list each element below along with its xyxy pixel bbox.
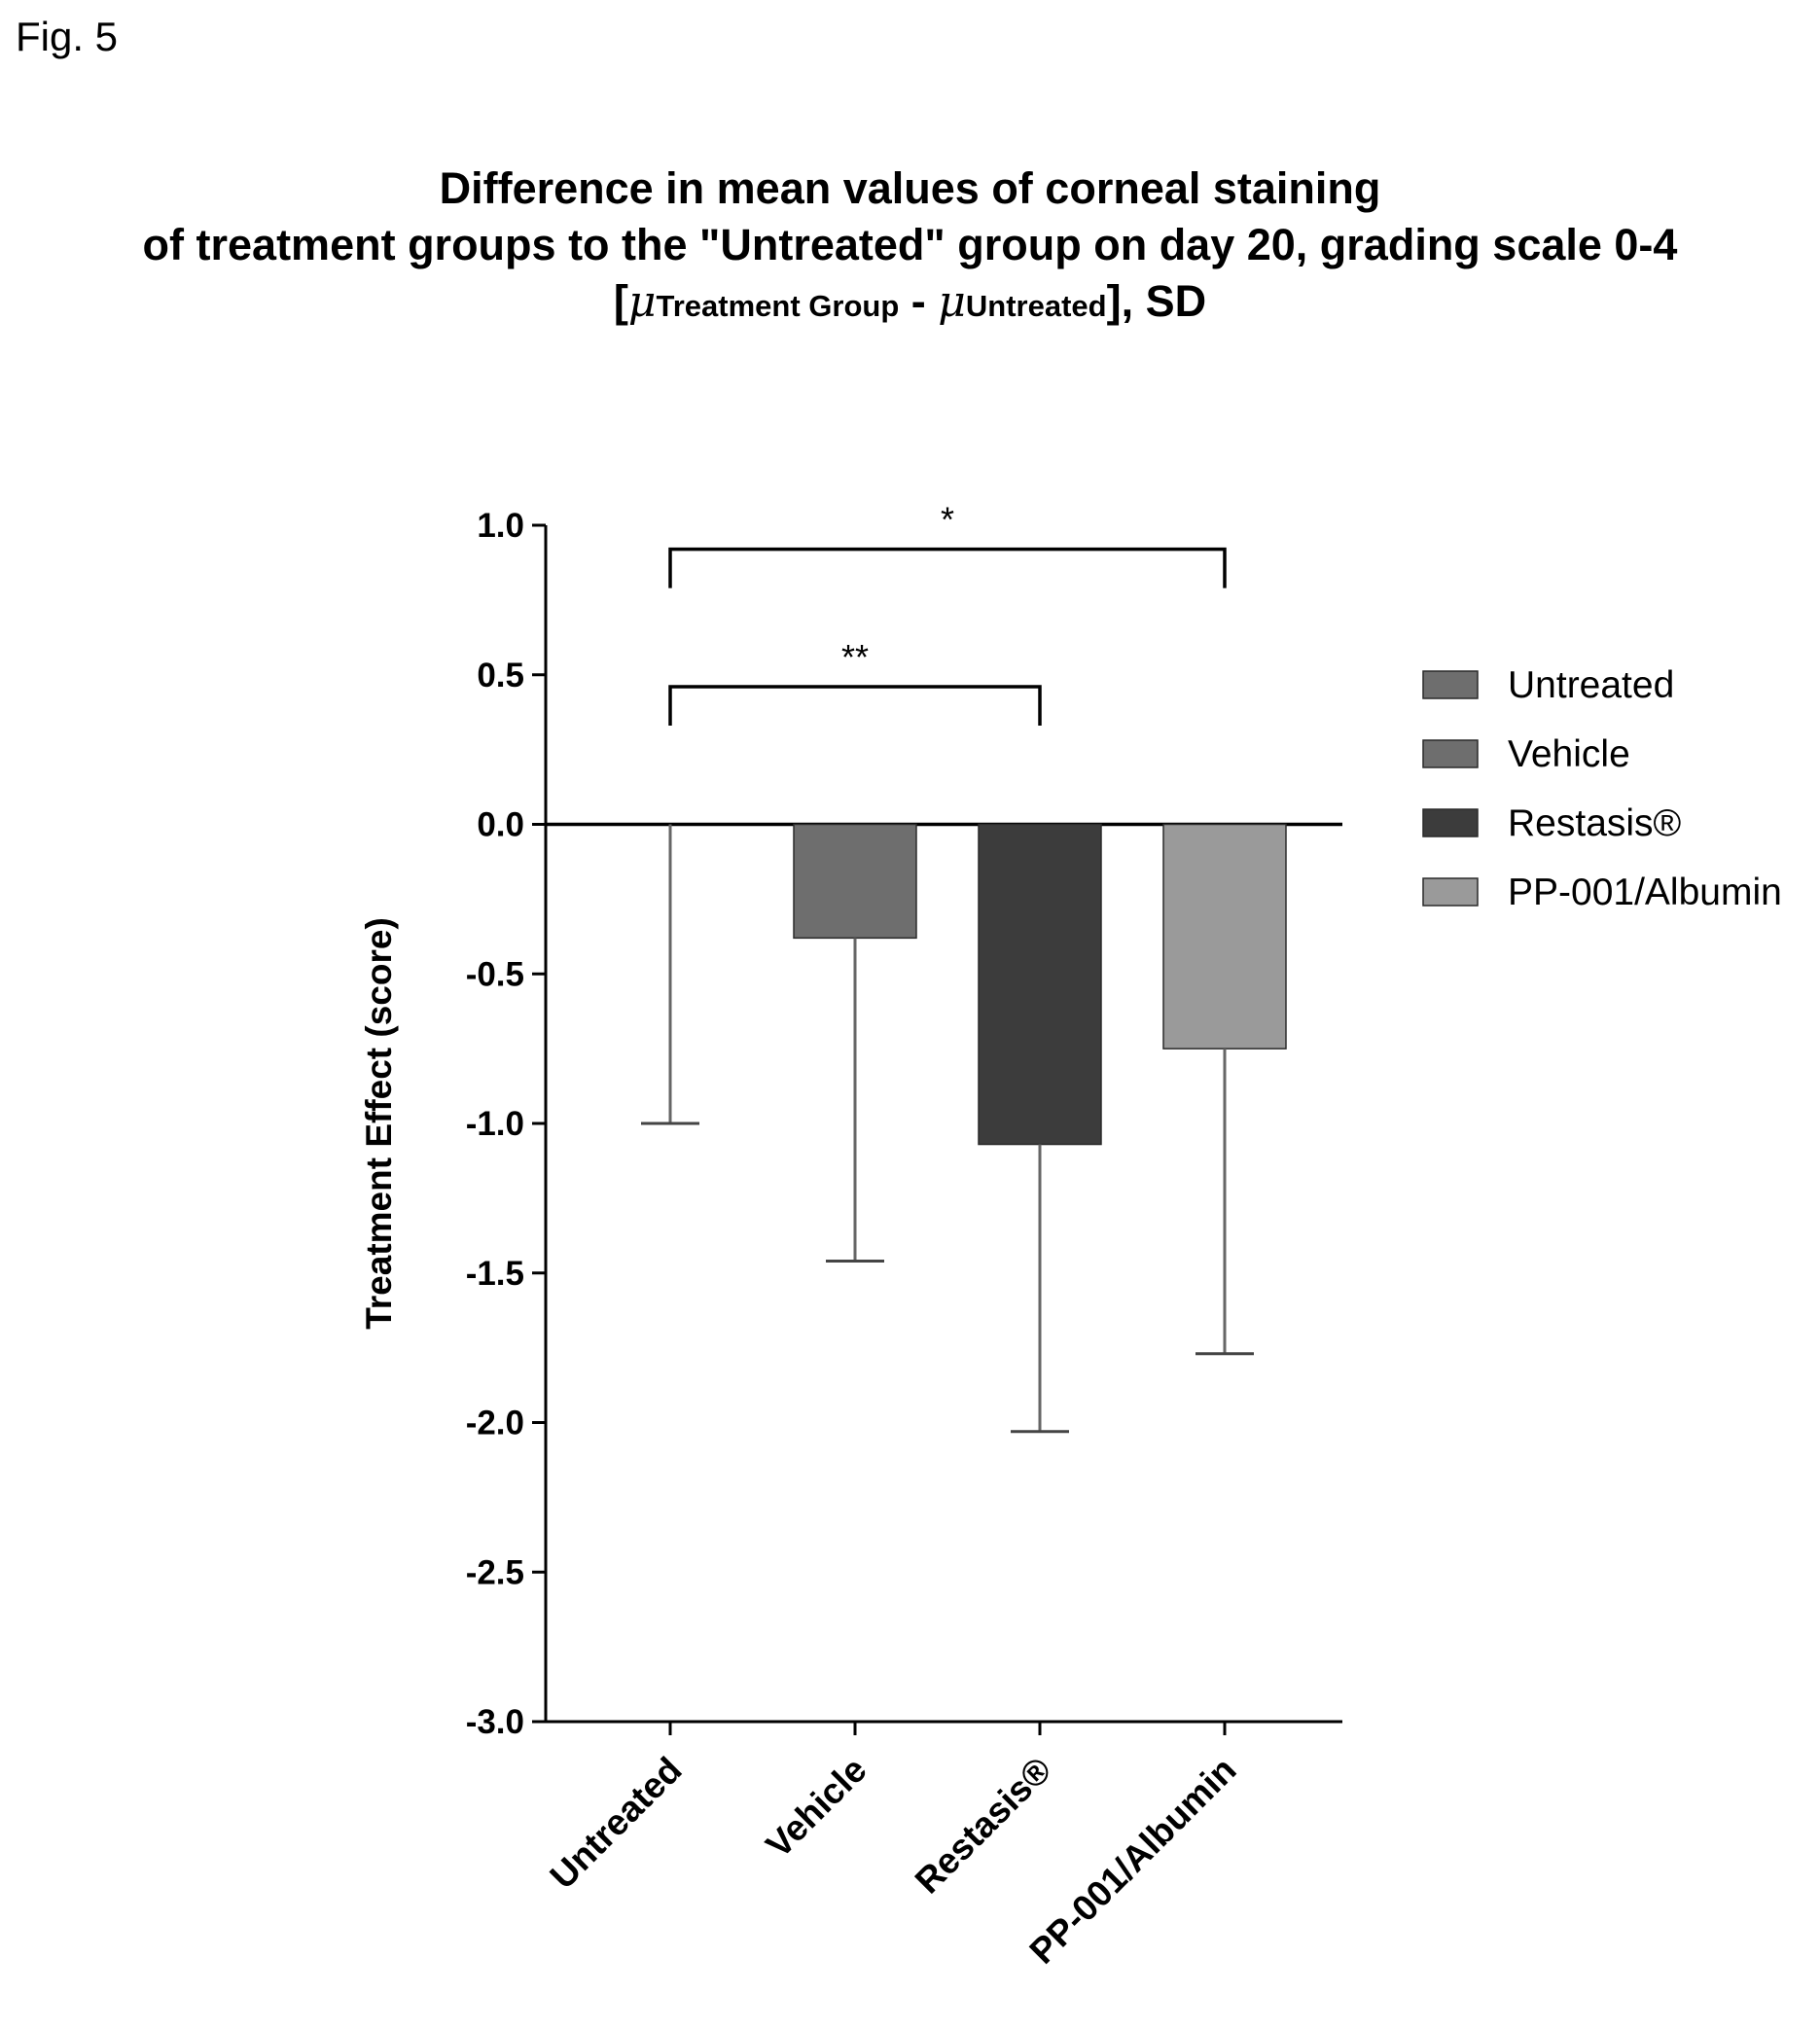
legend-label-3: Restasis® [1508, 802, 1682, 844]
title-sub-untreated: Untreated [965, 289, 1107, 323]
x-tick-label: Vehicle [758, 1750, 874, 1866]
legend-swatch-3 [1422, 808, 1479, 837]
x-tick-label: PP-001/Albumin [1021, 1750, 1243, 1972]
y-tick-label: -1.5 [466, 1255, 524, 1293]
title-mu-treatment: μ [627, 277, 657, 327]
figure-label: Fig. 5 [16, 14, 119, 59]
x-tick-label: Untreated [543, 1750, 690, 1897]
y-axis-title: Treatment Effect (score) [359, 917, 399, 1330]
chart-axes: 1.0 0.5 0.0 -0.5 -1.0 -1.5 -2.0 -2.5 -3.0 Treatme… [359, 507, 1342, 1741]
chart-x-tick-labels: Untreated Vehicle Restasis®PP-001/Albumin [543, 1750, 1244, 1972]
y-tick-label: -0.5 [466, 955, 524, 993]
legend-swatch-4 [1422, 877, 1479, 907]
title-bracket-close: ], SD [1106, 276, 1207, 326]
y-tick-label: 0.0 [477, 806, 524, 844]
y-tick-label: -3.0 [466, 1703, 524, 1741]
significance-bracket-2 [668, 685, 1042, 727]
y-tick-label: 1.0 [477, 507, 524, 545]
chart-bars [793, 823, 1287, 1146]
title-line-2: of treatment groups to the "Untreated" g… [142, 220, 1678, 269]
legend-label-4: PP-001/Albumin [1508, 872, 1782, 913]
y-tick-label: 0.5 [477, 657, 524, 694]
title-line-3: [μTreatment Group - μUntreated], SD [0, 273, 1820, 335]
legend-label-2: Vehicle [1508, 733, 1630, 775]
title-minus: - [899, 276, 939, 326]
y-tick-label: -1.0 [466, 1105, 524, 1143]
significance-bracket-1 [668, 547, 1227, 588]
y-tick-label: -2.5 [466, 1553, 524, 1591]
bar-2 [793, 823, 917, 940]
bar-4 [1162, 823, 1287, 1050]
y-tick-label: -2.0 [466, 1405, 524, 1442]
title-bracket-open: [ [613, 276, 628, 326]
legend-swatch-2 [1422, 739, 1479, 768]
title-mu-untreated: μ [938, 277, 966, 327]
title-sub-treatment: Treatment Group [656, 289, 900, 323]
title-line-1: Difference in mean values of corneal sta… [439, 163, 1381, 213]
chart-title: Difference in mean values of corneal sta… [0, 160, 1820, 335]
significance-marker-2: ** [841, 637, 869, 677]
x-tick-label: Restasis® [908, 1750, 1059, 1902]
significance-marker-1: * [941, 500, 954, 540]
bar-3 [978, 823, 1102, 1146]
legend-swatch-1 [1422, 670, 1479, 699]
legend-label-1: Untreated [1508, 664, 1674, 706]
chart-legend: Untreated Vehicle Restasis® PP-001/Albumin [1422, 664, 1782, 913]
chart-error-bars [641, 824, 1254, 1434]
chart-significance-brackets: *** [668, 500, 1227, 727]
